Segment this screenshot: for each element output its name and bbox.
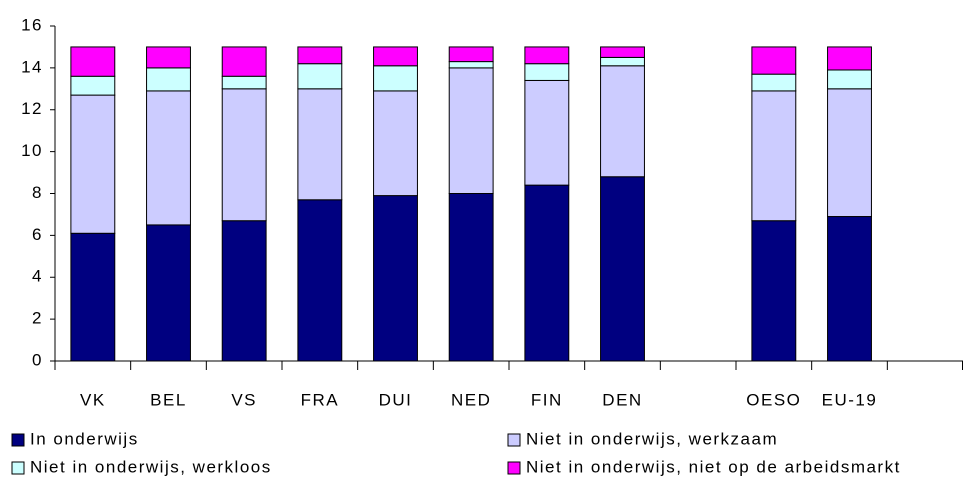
bar-segment: [373, 65, 418, 92]
bar-segment: [373, 90, 418, 197]
bar-segment: [827, 88, 872, 218]
bar-segment: [751, 90, 797, 222]
bar-segment: [827, 216, 872, 362]
legend-swatch: [11, 433, 25, 447]
bar-segment: [600, 56, 645, 67]
bar-segment: [524, 79, 570, 186]
y-tick-label: 0: [32, 350, 43, 369]
bar-segment: [70, 75, 116, 96]
bar-segment: [448, 67, 494, 194]
x-tick-label: BEL: [150, 390, 187, 409]
bar-segment: [524, 63, 570, 81]
legend-label: In onderwijs: [30, 429, 139, 448]
x-tick-label: FRA: [301, 390, 340, 409]
y-tick-label: 8: [32, 183, 43, 202]
y-tick-label: 14: [21, 57, 43, 76]
bar-segment: [221, 220, 267, 362]
bar-segment: [221, 75, 267, 90]
bar-segment: [146, 90, 191, 226]
bar-segment: [448, 46, 494, 63]
y-tick-label: 10: [21, 141, 43, 160]
legend-swatch: [11, 461, 25, 475]
bar-segment: [524, 46, 570, 65]
bar-segment: [146, 46, 191, 69]
legend-label: Niet in onderwijs, niet op de arbeidsmar…: [526, 457, 901, 476]
x-tick-label: DUI: [379, 390, 413, 409]
legend-swatch: [507, 461, 521, 475]
x-tick-label: OESO: [746, 390, 801, 409]
x-tick-label: VS: [231, 390, 257, 409]
bar-segment: [600, 176, 645, 362]
legend-label: Niet in onderwijs, werkloos: [30, 457, 272, 476]
x-tick-label: VK: [80, 390, 106, 409]
legend-label: Niet in onderwijs, werkzaam: [526, 429, 778, 448]
bar-segment: [524, 184, 570, 362]
bar-segment: [70, 232, 116, 362]
bar-segment: [448, 61, 494, 69]
bar-segment: [751, 73, 797, 92]
bar-segment: [373, 195, 418, 362]
bar-segment: [146, 224, 191, 362]
x-tick-label: DEN: [602, 390, 642, 409]
y-tick-label: 16: [21, 15, 43, 34]
bar-segment: [297, 199, 343, 362]
x-tick-label: EU-19: [822, 390, 878, 409]
bar-segment: [297, 63, 343, 90]
y-tick-label: 6: [32, 225, 43, 244]
bar-segment: [448, 193, 494, 362]
bar-segment: [751, 46, 797, 75]
bar-segment: [221, 88, 267, 222]
bar-segment: [221, 46, 267, 77]
bar-segment: [600, 46, 645, 58]
legend-swatch: [507, 433, 521, 447]
y-tick-label: 4: [32, 267, 43, 286]
bar-segment: [146, 67, 191, 92]
y-tick-label: 2: [32, 309, 43, 328]
bar-segment: [600, 65, 645, 178]
bar-segment: [297, 46, 343, 65]
bar-segment: [827, 46, 872, 71]
y-tick-label: 12: [21, 99, 43, 118]
bar-segment: [70, 46, 116, 77]
x-tick-label: FIN: [531, 390, 563, 409]
bar-segment: [751, 220, 797, 362]
bar-segment: [827, 69, 872, 90]
bar-segment: [297, 88, 343, 201]
x-tick-label: NED: [451, 390, 491, 409]
bar-segment: [373, 46, 418, 67]
bar-segment: [70, 94, 116, 234]
